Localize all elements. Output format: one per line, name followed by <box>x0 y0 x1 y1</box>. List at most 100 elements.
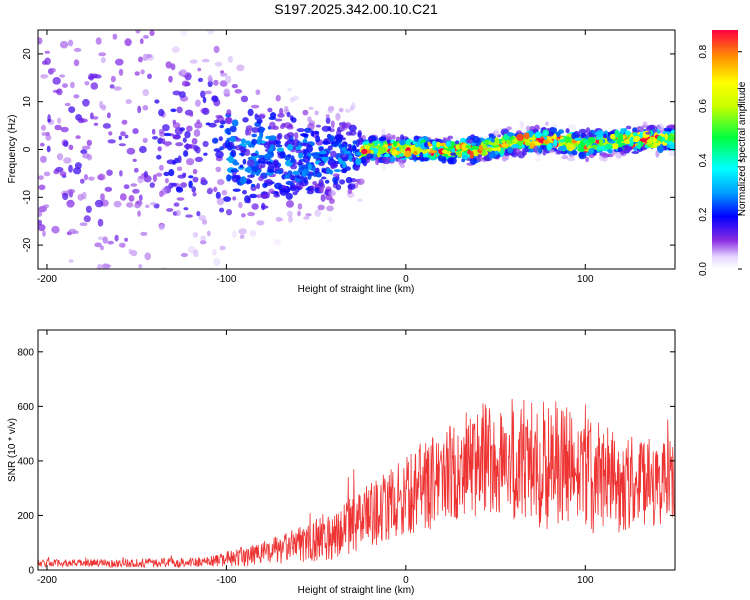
spectrogram-cell <box>158 129 165 134</box>
spectrogram-cell <box>83 215 91 223</box>
spectrogram-cell <box>188 175 194 179</box>
spectrogram-cell <box>213 79 219 86</box>
spectrogram-cell <box>559 139 565 143</box>
spectrogram-cell <box>268 188 275 194</box>
spectrogram-cell <box>303 216 310 220</box>
spectrogram-cell <box>445 140 451 147</box>
spectrogram-cell <box>145 204 150 209</box>
spectrogram-cell <box>625 125 632 130</box>
spectrogram-cell <box>139 340 144 346</box>
top-y-tick-label: 10 <box>22 96 33 108</box>
spectrogram-cell <box>647 138 653 144</box>
spectrogram-cell <box>471 145 480 150</box>
spectrogram-cell <box>46 336 51 340</box>
colorbar-tick-label: 0.6 <box>698 99 709 113</box>
spectrogram-cell <box>207 187 214 194</box>
spectrogram-cell <box>132 188 140 194</box>
bottom-y-tick-label: 400 <box>17 456 34 467</box>
spectrogram-cell <box>287 154 292 158</box>
spectrogram-cell <box>85 205 92 213</box>
spectrogram-cell <box>309 185 315 193</box>
spectrogram-cell <box>607 148 613 154</box>
spectrogram-cell <box>146 54 154 61</box>
spectrogram-cell <box>202 96 207 104</box>
top-y-tick-label: -10 <box>22 190 33 205</box>
spectrogram-cell <box>66 203 75 207</box>
spectrogram-cell <box>100 0 105 2</box>
spectrogram-cell <box>251 127 260 133</box>
spectrogram-cell <box>206 30 215 35</box>
spectrogram-cell <box>72 354 76 359</box>
spectrogram-cell <box>297 210 301 217</box>
spectrogram-cell <box>291 138 300 147</box>
spectrogram-cell <box>245 179 253 184</box>
spectrogram-cell <box>297 203 303 210</box>
spectrogram-cell <box>294 132 299 140</box>
spectrogram-cell <box>133 204 142 209</box>
spectrogram-cell <box>99 245 105 251</box>
spectrogram-cell <box>483 155 491 162</box>
spectrogram-cell <box>216 197 225 206</box>
spectrogram-cell <box>144 252 151 261</box>
spectrogram-cell <box>355 158 362 166</box>
spectrogram-cell <box>553 133 557 140</box>
spectrogram-cell <box>149 182 155 188</box>
spectrogram-cell <box>137 210 142 217</box>
spectrogram-cell <box>192 176 199 183</box>
spectrogram-cell <box>657 145 664 154</box>
spectrogram-cell <box>98 52 107 57</box>
spectrogram-cell <box>229 125 237 133</box>
spectrogram-cell <box>189 59 198 64</box>
spectrogram-cell <box>546 143 552 151</box>
spectrogram-cell <box>77 117 85 124</box>
spectrogram-cell <box>326 168 332 174</box>
spectrogram-cell <box>274 182 283 190</box>
spectrogram-cell <box>258 113 266 119</box>
spectrogram-cell <box>62 83 68 88</box>
spectrogram-cell <box>348 124 357 132</box>
spectrogram-cell <box>320 194 326 202</box>
spectrogram-cell <box>212 137 219 144</box>
spectrogram-cell <box>244 167 251 172</box>
spectrogram-cell <box>175 142 184 147</box>
spectrogram-cell <box>258 127 266 131</box>
spectrogram-cell <box>135 30 141 34</box>
spectrogram-cell <box>219 207 225 213</box>
spectrogram-cell <box>318 161 325 167</box>
spectrogram-cell <box>89 358 97 362</box>
spectrogram-cell <box>343 150 352 155</box>
spectrogram-cell <box>163 171 170 177</box>
spectrogram-cell <box>171 182 178 187</box>
spectrogram-cell <box>192 232 198 238</box>
spectrogram-cell <box>352 140 358 145</box>
spectrogram-cell <box>649 124 657 130</box>
spectrogram-cell <box>335 112 341 121</box>
colorbar: 0.0 0.2 0.4 0.6 0.8 Normalized spectral ampl… <box>698 30 748 276</box>
spectrogram-cell <box>102 123 111 129</box>
spectrogram-cell <box>447 135 454 140</box>
spectrogram-cell <box>121 119 128 125</box>
spectrogram-cell <box>275 216 283 222</box>
spectrogram-cell <box>200 90 206 99</box>
spectrogram-cell <box>156 154 162 160</box>
snr-frame <box>37 329 676 571</box>
spectrogram-cell <box>172 160 177 166</box>
spectrogram-cell <box>314 131 320 135</box>
spectrogram-cell <box>574 137 583 141</box>
spectrogram-cell <box>585 127 591 134</box>
spectrogram-cell <box>118 68 124 76</box>
spectrogram-cell <box>317 204 325 211</box>
spectrogram-cell <box>304 127 312 133</box>
spectrogram-cell <box>46 145 51 153</box>
top-x-tick-label: 100 <box>577 274 594 285</box>
spectrogram-cell <box>611 143 619 150</box>
spectrogram-cell <box>56 153 64 161</box>
spectrogram-cell <box>224 93 231 97</box>
spectrogram-cell <box>128 195 135 202</box>
spectrogram-cell <box>578 151 587 160</box>
spectrogram-cell <box>198 215 207 221</box>
spectrogram-cell <box>633 146 638 151</box>
bottom-x-tick-label: -200 <box>37 575 57 586</box>
spectrogram-cell <box>79 178 85 184</box>
spectrogram-cell <box>53 169 60 175</box>
